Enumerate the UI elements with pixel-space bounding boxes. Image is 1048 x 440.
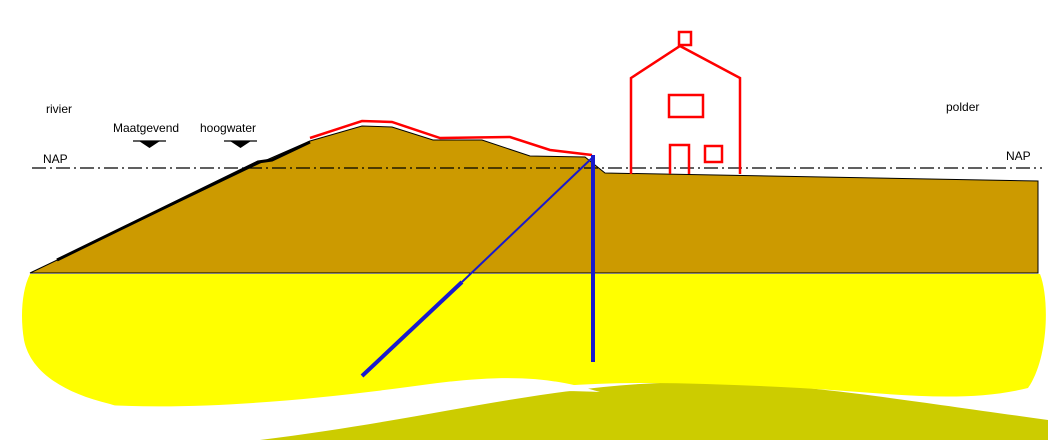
nap-label-left: NAP — [43, 152, 68, 166]
outer-slope-revetment — [56, 140, 311, 262]
design-high-water-label-part2: hoogwater — [200, 121, 256, 135]
water-level-marker-icon-1 — [133, 140, 166, 148]
house-window-small — [703, 144, 724, 164]
house-door — [668, 143, 691, 174]
deep-soil-layer — [260, 382, 1048, 440]
inclined-screen-thin — [461, 157, 593, 283]
house-window-top — [667, 93, 705, 119]
subsoil-highlight — [40, 378, 600, 428]
water-level-marker-icon-2 — [224, 140, 257, 148]
nap-label-right: NAP — [1006, 149, 1031, 163]
house-chimney — [677, 30, 693, 47]
subsoil-layer — [22, 274, 1046, 423]
house-outline — [629, 44, 742, 174]
inclined-screen-thick — [360, 280, 464, 378]
house — [629, 30, 742, 174]
river-label: rivier — [46, 102, 72, 116]
reinforcement-profile — [309, 119, 593, 157]
polder-label: polder — [946, 100, 979, 114]
design-high-water-label-part1: Maatgevend — [113, 121, 179, 135]
dike-body — [29, 125, 1039, 274]
